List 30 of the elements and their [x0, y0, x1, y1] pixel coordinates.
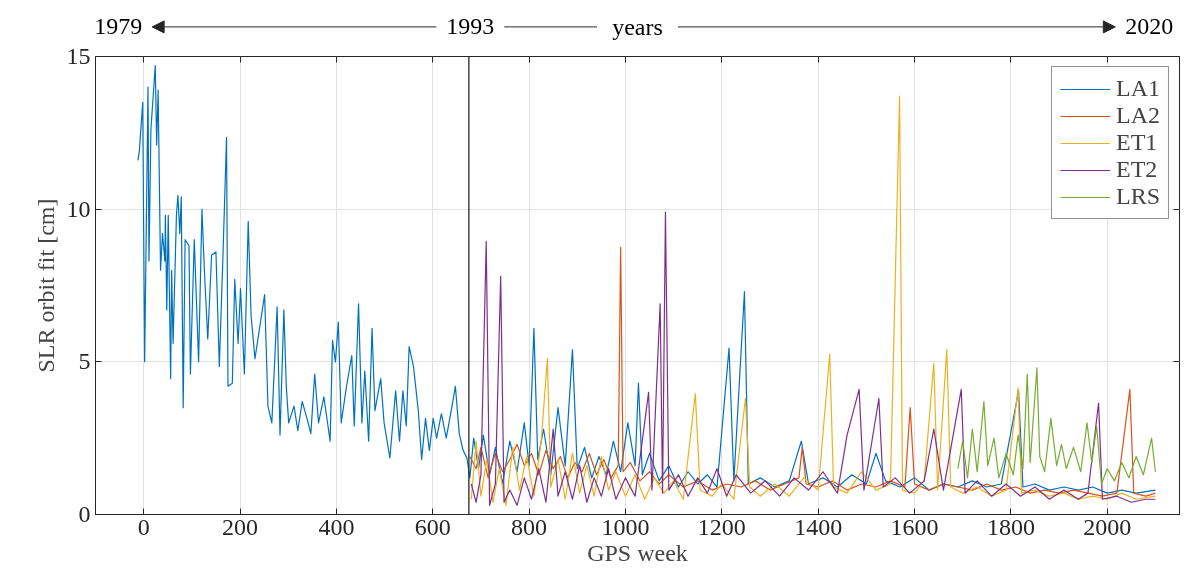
x2-tick-label: 1993: [446, 13, 495, 40]
x2-tick-label: 1979: [94, 13, 143, 40]
line-series: [470, 211, 1157, 506]
legend-label: ET1: [1115, 129, 1158, 156]
line-series: [957, 367, 1157, 485]
line-series: [470, 95, 1157, 506]
x-tick-label: 800: [511, 513, 548, 540]
x-tick-label: 400: [318, 513, 355, 540]
x-tick-label: 2000: [1083, 513, 1132, 540]
x2-axis-title: years: [612, 13, 663, 40]
x-tick-label: 200: [222, 513, 259, 540]
y-tick-label: 15: [66, 43, 91, 69]
x-tick-label: 600: [414, 513, 451, 540]
legend-label: ET2: [1115, 156, 1158, 183]
legend-label: LA1: [1115, 75, 1160, 102]
y-tick-label: 5: [78, 348, 91, 375]
x-tick-label: 1400: [794, 513, 843, 540]
y-axis-title: SLR orbit fit [cm]: [32, 198, 59, 373]
x-tick-label: 1800: [986, 513, 1035, 540]
legend-label: LRS: [1115, 183, 1160, 210]
x-axis-title: GPS week: [587, 539, 688, 566]
legend-label: LA2: [1115, 102, 1160, 129]
x-tick-label: 1000: [601, 513, 650, 540]
line-series: [469, 246, 1157, 497]
line-series: [137, 65, 1157, 494]
x-tick-label: 0: [137, 513, 150, 540]
y-tick-label: 10: [66, 195, 91, 222]
x-tick-label: 1200: [697, 513, 746, 540]
x2-tick-label: 2020: [1125, 13, 1174, 40]
x-tick-label: 1600: [890, 513, 939, 540]
